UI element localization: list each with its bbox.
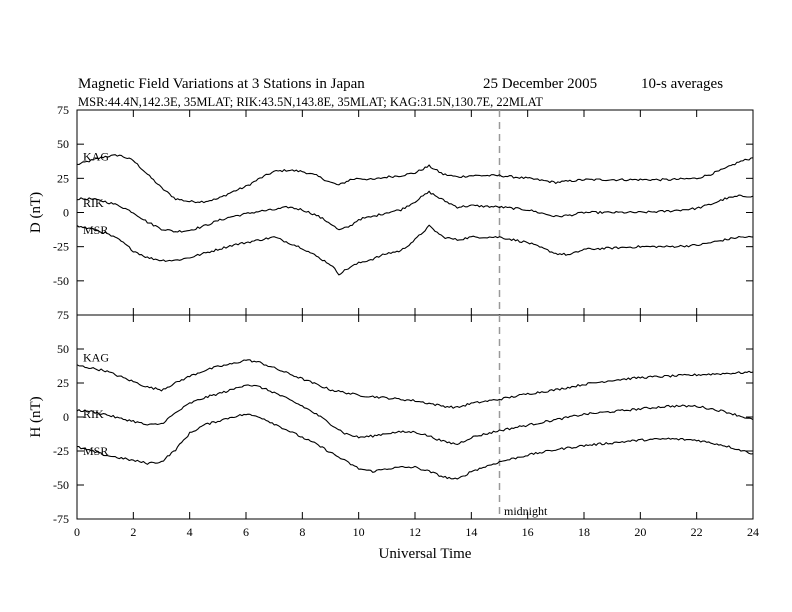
y-tick-label: 75 (57, 308, 69, 322)
series-line-kag (76, 359, 754, 409)
x-tick-label: 2 (130, 525, 136, 539)
y-tick-label: -25 (53, 240, 69, 254)
x-tick-label: 8 (299, 525, 305, 539)
stations-info: MSR:44.4N,142.3E, 35MLAT; RIK:43.5N,143.… (78, 95, 543, 109)
x-tick-label: 6 (243, 525, 249, 539)
x-tick-label: 10 (353, 525, 365, 539)
series-line-rik (76, 384, 754, 446)
series-line-kag (76, 154, 754, 204)
x-tick-label: 24 (747, 525, 759, 539)
chart-title: Magnetic Field Variations at 3 Stations … (78, 76, 365, 92)
series-line-msr (76, 224, 754, 276)
plot-frame (76, 314, 754, 520)
chart-date: 25 December 2005 (483, 76, 597, 92)
y-axis-label: D (nT) (28, 192, 44, 233)
x-tick-label: 22 (691, 525, 703, 539)
series-label-rik: RIK (83, 196, 104, 210)
series-label-msr: MSR (83, 223, 108, 237)
x-tick-label: 4 (187, 525, 193, 539)
series-line-rik (76, 190, 754, 233)
x-tick-label: 12 (409, 525, 421, 539)
y-tick-label: -25 (53, 444, 69, 458)
x-tick-label: 14 (465, 525, 477, 539)
y-tick-label: 0 (63, 206, 69, 220)
series-label-kag: KAG (83, 150, 109, 164)
y-tick-label: 50 (57, 342, 69, 356)
x-tick-label: 0 (74, 525, 80, 539)
y-tick-label: 25 (57, 376, 69, 390)
y-tick-label: -50 (53, 274, 69, 288)
y-tick-label: 25 (57, 171, 69, 185)
y-tick-label: 75 (57, 103, 69, 117)
series-label-kag: KAG (83, 350, 109, 364)
y-axis-label: H (nT) (28, 396, 44, 437)
y-tick-label: -50 (53, 478, 69, 492)
x-tick-label: 16 (522, 525, 534, 539)
series-line-msr (77, 413, 754, 480)
plot-frame (76, 109, 754, 316)
y-tick-label: 0 (63, 410, 69, 424)
x-axis-label: Universal Time (379, 546, 472, 562)
chart-averaging: 10-s averages (641, 76, 723, 92)
y-tick-label: 50 (57, 137, 69, 151)
midnight-label: midnight (504, 504, 548, 518)
series-label-msr: MSR (83, 444, 108, 458)
x-tick-label: 18 (578, 525, 590, 539)
series-label-rik: RIK (83, 407, 104, 421)
x-tick-label: 20 (634, 525, 646, 539)
y-tick-label: -75 (53, 512, 69, 526)
d-panel: -50 -25 0 25 50 75 D (nT) KAG RIK MSR (28, 103, 754, 316)
